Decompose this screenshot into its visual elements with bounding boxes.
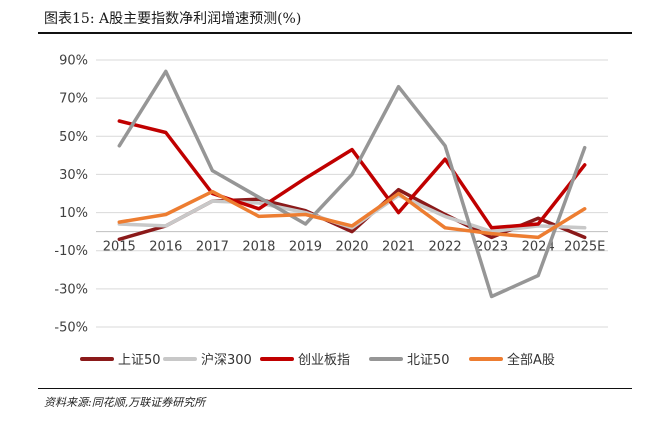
y-tick-label: -30%: [54, 282, 88, 297]
legend-label-2: 创业板指: [298, 353, 350, 368]
x-tick-label: 2025E: [564, 240, 605, 255]
series-line-1: [117, 193, 587, 234]
legend-label-0: 上证50: [118, 353, 161, 368]
y-tick-label: 10%: [59, 206, 88, 221]
x-tick-label: 2020: [335, 240, 368, 255]
y-axis-ticks: -50% -30% -10% 10% 30% 50% 70% 90%: [54, 54, 88, 336]
source-rule: [38, 388, 632, 389]
x-tick-label: 2019: [289, 240, 322, 255]
y-tick-label: 50%: [59, 130, 88, 145]
x-tick-label: 2015: [103, 240, 136, 255]
x-axis-ticks: 2015 2016 2017 2018 2019 2020 2021 2022 2023 2024…: [103, 240, 606, 255]
series-line-3: [117, 69, 587, 299]
y-tick-label: -10%: [54, 244, 88, 259]
legend-label-3: 北证50: [407, 353, 450, 368]
figure-title: 图表15: A股主要指数净利润增速预测(%): [44, 11, 302, 27]
y-tick-label: 70%: [59, 92, 88, 107]
x-tick-label: 2021: [382, 240, 415, 255]
x-tick-label: 2023: [475, 240, 508, 255]
legend-label-1: 沪深300: [201, 352, 252, 368]
y-tick-label: 30%: [59, 168, 88, 183]
title-underline: [38, 32, 632, 34]
series-line-4: [117, 189, 587, 240]
source-note: 资料来源:同花顺,万联证券研究所: [44, 396, 206, 409]
y-tick-label: -50%: [54, 321, 88, 336]
series-line-2: [117, 119, 587, 230]
x-tick-label: 2022: [429, 240, 462, 255]
y-tick-label: 90%: [59, 54, 88, 69]
legend: 上证50 沪深300 创业板指 北证50 全部A股: [80, 352, 555, 368]
gridlines: [96, 59, 608, 328]
series-lines: [117, 69, 587, 299]
legend-label-4: 全部A股: [507, 352, 555, 368]
x-tick-label: 2016: [149, 240, 182, 255]
x-tick-label: 2017: [196, 240, 229, 255]
x-tick-label: 2018: [242, 240, 275, 255]
